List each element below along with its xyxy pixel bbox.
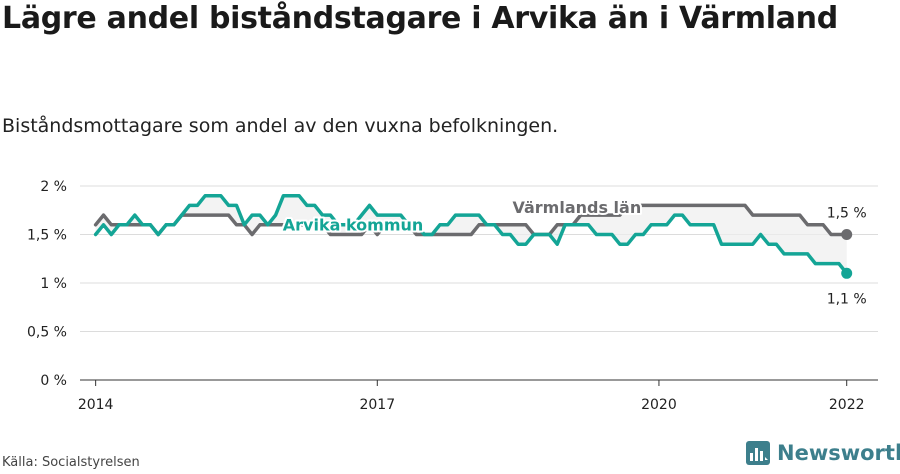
series-end-label-0: 1,5 %	[827, 206, 867, 222]
series-name-label-1: Arvika kommun	[283, 216, 424, 235]
x-tick-label: 2020	[641, 397, 677, 413]
axis-layer: 0 % 0,5 % 1 % 1,5 % 2 % 2014 2017 2020 2022	[27, 179, 865, 413]
series-end-point-1	[841, 267, 853, 279]
y-tick-label: 0 %	[40, 373, 67, 389]
source-note: Källa: Socialstyrelsen	[2, 455, 140, 470]
x-tick-label: 2017	[359, 397, 395, 413]
brand-name: Newsworthy	[777, 441, 900, 465]
series-end-label-1: 1,1 %	[827, 291, 867, 307]
newsworthy-logo-icon	[746, 441, 770, 465]
x-tick-label: 2014	[78, 397, 114, 413]
series-layer	[93, 193, 853, 279]
series-line-0	[93, 203, 849, 237]
series-name-label-0: Värmlands län	[512, 198, 641, 217]
y-tick-label: 1 %	[40, 276, 67, 292]
y-tick-label: 0,5 %	[27, 325, 67, 341]
y-tick-label: 1,5 %	[27, 228, 67, 244]
y-tick-label: 2 %	[40, 179, 67, 195]
series-label-layer: 1,5 % 1,1 % Värmlands län Arvika kommun	[281, 196, 867, 307]
brand-logo: Newsworthy	[745, 440, 900, 466]
series-line-1	[93, 193, 849, 276]
chart-title: Lägre andel biståndstagare i Arvika än i…	[2, 1, 838, 36]
series-end-point-0	[841, 229, 853, 240]
x-tick-label: 2022	[829, 397, 865, 413]
chart-subtitle: Biståndsmottagare som andel av den vuxna…	[2, 115, 559, 137]
